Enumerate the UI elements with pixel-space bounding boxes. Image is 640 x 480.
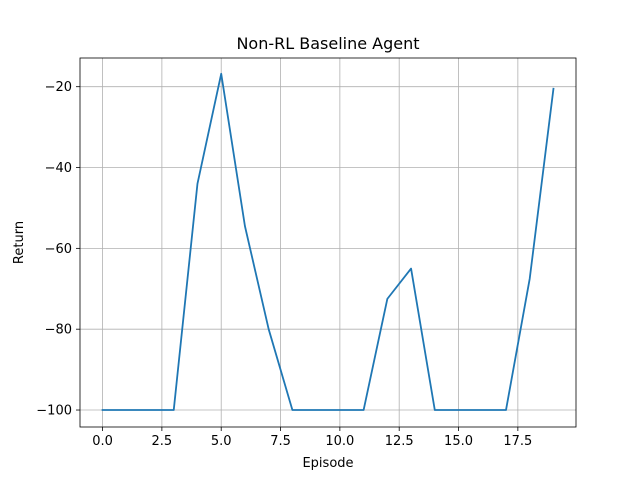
x-axis-label: Episode: [302, 456, 353, 471]
x-tick-label: 10.0: [325, 434, 354, 449]
y-tick-label: −40: [45, 161, 72, 176]
x-tick-label: 0.0: [92, 434, 113, 449]
series-line: [101, 72, 555, 411]
series-layer: [101, 72, 555, 411]
y-tick-label: −20: [45, 80, 72, 95]
x-tick-label: 7.5: [270, 434, 291, 449]
x-tick-label: 17.5: [503, 434, 532, 449]
y-tick-label: −100: [36, 404, 72, 419]
x-gridlines: [102, 58, 519, 427]
x-tick-label: 12.5: [385, 434, 414, 449]
y-axis-label: Return: [12, 221, 27, 264]
x-tick-label: 15.0: [444, 434, 473, 449]
y-tick-label: −80: [45, 323, 72, 338]
y-gridlines: [80, 86, 576, 411]
x-axis-ticks: 0.0 2.5 5.0 7.5 10.0 12.5 15.0 17.5: [92, 427, 532, 449]
x-tick-label: 2.5: [152, 434, 173, 449]
x-tick-label: 5.0: [211, 434, 232, 449]
chart-title: Non-RL Baseline Agent: [236, 34, 419, 53]
y-tick-label: −60: [45, 242, 72, 257]
plot-frame: [79, 57, 577, 428]
y-axis-ticks: −100 −80 −60 −40 −20: [36, 80, 80, 419]
